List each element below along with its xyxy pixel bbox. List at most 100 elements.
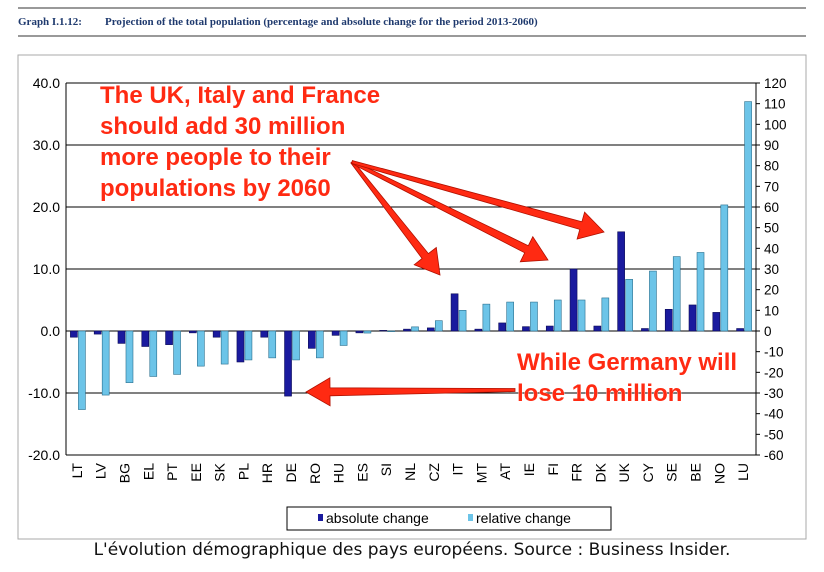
arrow-to-germany	[305, 377, 516, 407]
x-tick-label: LU	[735, 463, 751, 481]
bar-relative-change	[506, 301, 514, 332]
annotation-germany: While Germany will	[517, 349, 737, 376]
x-tick-label: BG	[116, 463, 132, 483]
x-tick-label: BE	[688, 463, 704, 482]
figure-caption: L'évolution démographique des pays europ…	[93, 540, 731, 560]
bar-absolute-change	[593, 325, 602, 332]
bar-absolute-change	[70, 330, 78, 338]
bar-absolute-change	[664, 308, 673, 332]
bar-relative-change	[220, 330, 229, 365]
bar-absolute-change	[260, 330, 269, 338]
x-tick-label: FR	[569, 463, 585, 482]
y-right-tick-label: -60	[764, 448, 784, 463]
x-tick-label: LT	[69, 463, 85, 479]
x-tick-label: NO	[711, 463, 727, 484]
y-right-tick-label: 90	[764, 138, 779, 153]
bar-relative-change	[696, 252, 705, 332]
y-left-tick-label: 20.0	[33, 199, 60, 215]
bar-relative-change	[744, 101, 752, 332]
x-tick-label: EE	[188, 463, 204, 482]
legend: absolute change relative change	[286, 506, 612, 531]
bar-relative-change	[720, 204, 729, 332]
x-tick-label: HU	[331, 463, 347, 483]
population-chart: 40.030.020.010.00.0-10.0-20.012011010090…	[28, 75, 787, 531]
bar-absolute-change	[712, 312, 721, 332]
arrow-to-uk	[351, 160, 605, 240]
arrow-to-france	[350, 160, 549, 263]
bar-absolute-change	[617, 231, 625, 332]
x-tick-label: DE	[283, 463, 299, 482]
annotation-uk-italy-france: The UK, Italy and France	[100, 82, 380, 109]
legend-swatch-relative	[468, 514, 473, 521]
annotation-uk-italy-france: should add 30 million	[100, 113, 345, 140]
bar-relative-change	[530, 301, 538, 332]
x-tick-label: IT	[450, 463, 466, 476]
bar-absolute-change	[403, 328, 411, 332]
bar-relative-change	[458, 310, 467, 332]
annotation-germany: lose 10 million	[517, 380, 682, 407]
x-tick-label: CZ	[426, 463, 442, 482]
x-tick-label: RO	[307, 463, 323, 484]
x-tick-label: HR	[259, 463, 275, 483]
x-tick-label: CY	[640, 462, 656, 482]
bar-absolute-change	[141, 330, 150, 347]
legend-label-absolute: absolute change	[326, 510, 429, 526]
bar-absolute-change	[117, 330, 126, 344]
bar-absolute-change	[474, 328, 483, 332]
bar-relative-change	[244, 330, 253, 361]
arrow-to-italy	[350, 160, 441, 276]
y-right-tick-label: 0	[764, 324, 772, 339]
bar-relative-change	[672, 256, 681, 332]
bar-relative-change	[292, 330, 300, 361]
bar-relative-change	[363, 330, 372, 334]
bar-absolute-change	[641, 328, 649, 332]
legend-swatch-absolute	[318, 514, 323, 521]
legend-label-relative: relative change	[476, 510, 571, 526]
bar-relative-change	[577, 299, 586, 332]
bar-relative-change	[601, 297, 610, 332]
y-right-tick-label: -50	[764, 427, 784, 442]
annotation-layer: The UK, Italy and France should add 30 mi…	[100, 82, 738, 408]
bar-absolute-change	[165, 330, 173, 345]
bar-relative-change	[387, 330, 396, 332]
bar-relative-change	[149, 330, 158, 377]
bar-absolute-change	[426, 327, 435, 332]
graph-title: Projection of the total population (perc…	[105, 16, 538, 28]
x-tick-label: EL	[140, 463, 156, 480]
x-tick-label: SE	[664, 463, 680, 482]
bar-absolute-change	[545, 325, 554, 332]
y-right-tick-label: 20	[764, 283, 779, 298]
x-tick-label: FI	[545, 463, 561, 475]
y-right-tick-label: 40	[764, 241, 779, 256]
y-right-tick-label: -30	[764, 386, 784, 401]
y-right-tick-label: 10	[764, 303, 779, 318]
y-left-tick-label: 0.0	[41, 323, 61, 339]
bar-absolute-change	[498, 322, 506, 332]
graph-number: Graph I.1.12:	[18, 16, 82, 28]
x-tick-label: ES	[354, 463, 370, 482]
bar-relative-change	[125, 330, 134, 383]
y-right-tick-label: 70	[764, 179, 779, 194]
graph-header: Graph I.1.12: Projection of the total po…	[18, 7, 806, 37]
x-tick-label: IE	[521, 463, 537, 476]
bar-relative-change	[173, 330, 181, 375]
annotation-uk-italy-france: populations by 2060	[100, 175, 331, 202]
bar-absolute-change	[189, 330, 197, 334]
y-right-tick-label: -10	[764, 345, 784, 360]
bar-absolute-change	[355, 330, 364, 334]
legend-box	[286, 506, 612, 531]
y-right-tick-label: -20	[764, 365, 784, 380]
bar-relative-change	[339, 330, 348, 346]
bar-relative-change	[553, 299, 562, 332]
bar-absolute-change	[212, 330, 221, 338]
y-right-tick-label: 60	[764, 200, 779, 215]
annotation-uk-italy-france: more people to their	[100, 144, 331, 171]
bar-absolute-change	[522, 326, 530, 332]
x-tick-label: PL	[235, 463, 251, 480]
y-right-tick-label: 100	[764, 117, 787, 132]
bar-relative-change	[316, 330, 324, 359]
bar-absolute-change	[236, 330, 245, 363]
y-right-tick-label: 80	[764, 159, 779, 174]
bar-relative-change	[101, 330, 110, 396]
